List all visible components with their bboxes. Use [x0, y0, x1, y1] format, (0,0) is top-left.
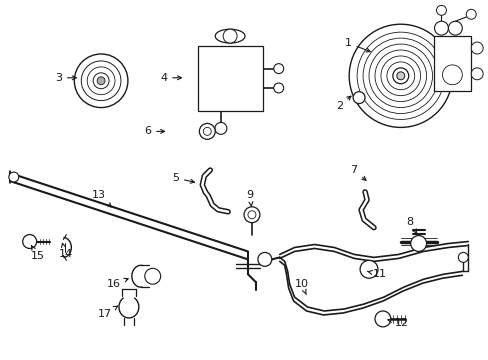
Text: 1: 1: [344, 38, 369, 52]
Circle shape: [348, 24, 451, 127]
Circle shape: [93, 73, 109, 89]
Circle shape: [223, 29, 237, 43]
Circle shape: [359, 260, 377, 278]
Text: 11: 11: [366, 269, 386, 279]
Circle shape: [273, 64, 283, 73]
Text: 7: 7: [350, 165, 365, 180]
Circle shape: [470, 42, 482, 54]
Text: 17: 17: [98, 306, 118, 319]
Circle shape: [215, 122, 226, 134]
Circle shape: [244, 207, 259, 223]
Circle shape: [374, 50, 426, 102]
Circle shape: [434, 21, 447, 35]
Circle shape: [81, 61, 121, 100]
Circle shape: [144, 268, 161, 284]
Circle shape: [368, 44, 432, 108]
Text: 13: 13: [92, 190, 111, 207]
Bar: [433, 36, 470, 91]
Circle shape: [457, 252, 468, 262]
Text: 9: 9: [246, 190, 253, 206]
Circle shape: [9, 172, 19, 182]
Circle shape: [352, 92, 365, 104]
Ellipse shape: [215, 29, 244, 43]
Circle shape: [247, 211, 255, 219]
Circle shape: [97, 77, 105, 85]
Circle shape: [470, 68, 482, 80]
Text: 15: 15: [31, 246, 44, 261]
Circle shape: [447, 21, 461, 35]
Text: 10: 10: [294, 279, 308, 294]
Circle shape: [203, 127, 211, 135]
Circle shape: [87, 67, 115, 95]
Text: 8: 8: [406, 217, 416, 233]
Circle shape: [22, 235, 37, 248]
Bar: [198, 46, 263, 111]
Circle shape: [374, 311, 390, 327]
Text: 6: 6: [144, 126, 164, 136]
Circle shape: [257, 252, 271, 266]
Text: 16: 16: [107, 278, 128, 289]
Text: 14: 14: [58, 243, 72, 260]
Circle shape: [466, 9, 475, 19]
Circle shape: [396, 72, 404, 80]
Text: 4: 4: [160, 73, 181, 83]
Circle shape: [392, 68, 408, 84]
Circle shape: [386, 62, 414, 90]
Circle shape: [410, 235, 426, 251]
Text: 5: 5: [172, 173, 194, 183]
Circle shape: [273, 83, 283, 93]
Circle shape: [74, 54, 128, 108]
Text: 12: 12: [387, 318, 408, 328]
Circle shape: [356, 32, 444, 120]
Text: 3: 3: [55, 73, 76, 83]
Circle shape: [380, 56, 420, 96]
Text: 2: 2: [335, 96, 350, 111]
Circle shape: [362, 38, 438, 113]
Circle shape: [199, 123, 215, 139]
Circle shape: [436, 5, 446, 15]
Circle shape: [442, 65, 461, 85]
